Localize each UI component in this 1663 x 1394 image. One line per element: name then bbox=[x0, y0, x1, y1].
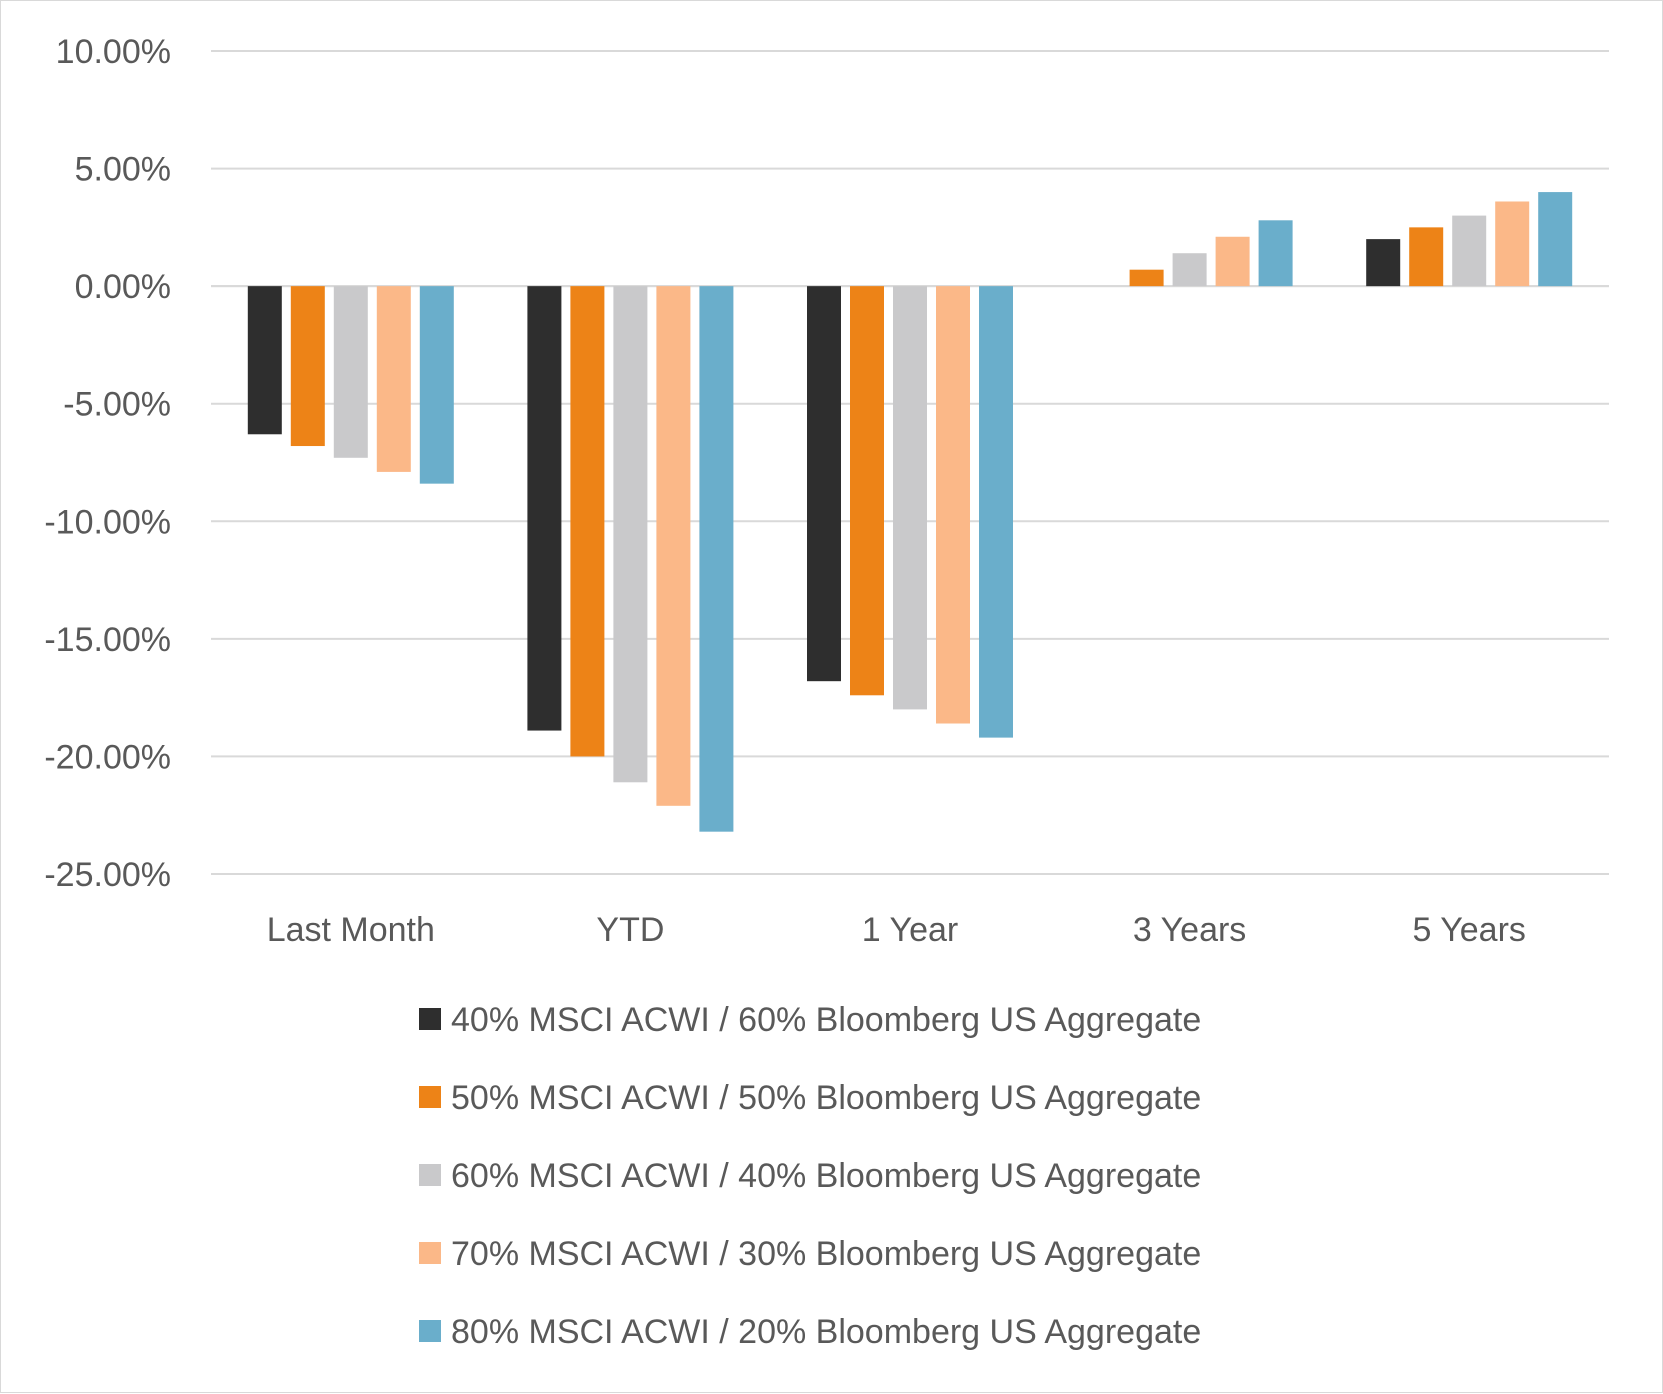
bar-1-year-series-2 bbox=[850, 286, 884, 696]
x-axis-tick-labels: Last Month YTD 1 Year 3 Years 5 Years bbox=[267, 911, 1526, 949]
bar-ytd-series-3 bbox=[613, 286, 648, 783]
x-tick-label: 3 Years bbox=[1133, 911, 1246, 949]
legend-label: 60% MSCI ACWI / 40% Bloomberg US Aggrega… bbox=[451, 1157, 1201, 1195]
y-tick-label: -15.00% bbox=[44, 621, 171, 659]
x-tick-label: Last Month bbox=[267, 911, 435, 949]
bar-last-month-series-5 bbox=[419, 286, 454, 484]
y-tick-label: 5.00% bbox=[75, 151, 171, 189]
bar-1-year-series-1 bbox=[807, 286, 841, 682]
y-tick-label: 10.00% bbox=[56, 33, 171, 71]
legend-swatch bbox=[419, 1008, 441, 1030]
bar-ytd-series-5 bbox=[699, 286, 734, 832]
bar-3-years-series-4 bbox=[1215, 236, 1250, 287]
bar-3-years-series-2 bbox=[1129, 269, 1164, 287]
bar-5-years-series-4 bbox=[1495, 201, 1530, 287]
bar-1-year-series-4 bbox=[936, 286, 970, 724]
bar-5-years-series-1 bbox=[1366, 239, 1401, 287]
x-tick-label: YTD bbox=[596, 911, 664, 949]
bar-last-month-series-1 bbox=[247, 286, 282, 435]
legend-label: 50% MSCI ACWI / 50% Bloomberg US Aggrega… bbox=[451, 1079, 1201, 1117]
bar-last-month-series-2 bbox=[290, 286, 325, 447]
y-tick-label: -25.00% bbox=[44, 856, 171, 894]
y-tick-label: 0.00% bbox=[75, 268, 171, 306]
y-tick-label: -5.00% bbox=[63, 386, 171, 424]
legend-swatch bbox=[419, 1086, 441, 1108]
legend-swatch bbox=[419, 1164, 441, 1186]
bar-ytd-series-4 bbox=[656, 286, 691, 806]
bar-last-month-series-3 bbox=[333, 286, 368, 458]
y-tick-label: -20.00% bbox=[44, 738, 171, 776]
legend-swatch bbox=[419, 1242, 441, 1264]
bar-ytd-series-1 bbox=[527, 286, 562, 731]
bar-1-year-series-3 bbox=[893, 286, 927, 710]
bar-5-years-series-5 bbox=[1538, 192, 1573, 287]
x-tick-label: 5 Years bbox=[1412, 911, 1525, 949]
bar-5-years-series-3 bbox=[1452, 215, 1487, 287]
bar-last-month-series-4 bbox=[376, 286, 411, 472]
bar-3-years-series-5 bbox=[1258, 220, 1293, 287]
legend-swatch bbox=[419, 1320, 441, 1342]
y-axis-tick-labels: 10.00% 5.00% 0.00% -5.00% -10.00% -15.00% -20.… bbox=[44, 33, 171, 894]
bar-ytd-series-2 bbox=[570, 286, 605, 757]
legend: 40% MSCI ACWI / 60% Bloomberg US Aggrega… bbox=[419, 1001, 1201, 1351]
legend-label: 80% MSCI ACWI / 20% Bloomberg US Aggrega… bbox=[451, 1313, 1201, 1351]
bar-5-years-series-2 bbox=[1409, 227, 1444, 287]
bar-1-year-series-5 bbox=[979, 286, 1013, 738]
bar-3-years-series-3 bbox=[1172, 253, 1207, 287]
legend-label: 70% MSCI ACWI / 30% Bloomberg US Aggrega… bbox=[451, 1235, 1201, 1273]
bars bbox=[247, 192, 1573, 832]
x-tick-label: 1 Year bbox=[862, 911, 958, 949]
y-tick-label: -10.00% bbox=[44, 503, 171, 541]
legend-label: 40% MSCI ACWI / 60% Bloomberg US Aggrega… bbox=[451, 1001, 1201, 1039]
